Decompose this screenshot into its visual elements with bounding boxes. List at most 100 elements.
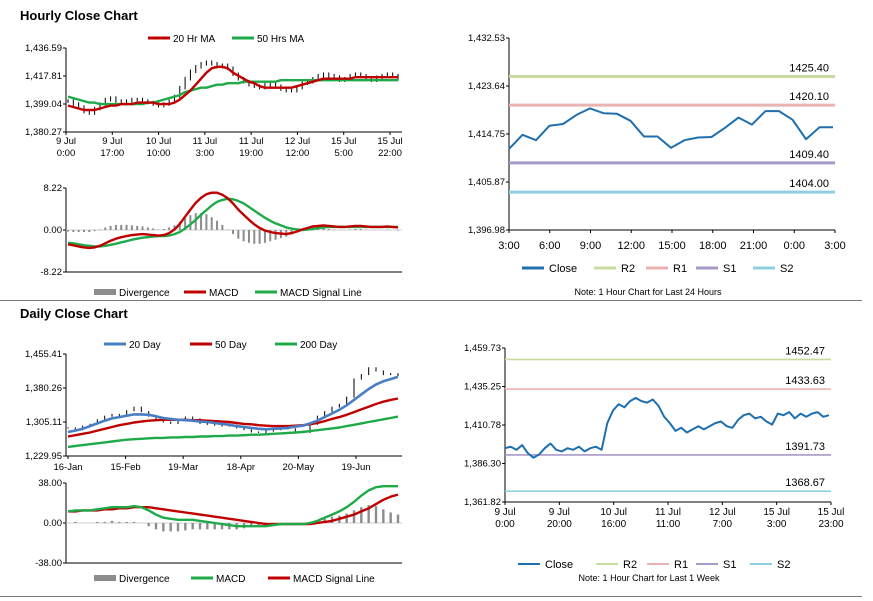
daily-pivot-x-label-date: 9 Jul	[494, 507, 515, 518]
hourly-pivot-x-label: 18:00	[699, 240, 727, 252]
hourly-pivot-legend-close: Close	[549, 263, 577, 275]
daily-pivot-level-label-s2: 1368.67	[785, 477, 825, 489]
daily-price-y-tick-label: 1,380.26	[25, 383, 62, 394]
hourly-close-chart-title: Hourly Close Chart	[20, 8, 138, 23]
daily-pivot-x-label-date: 10 Jul	[600, 507, 627, 518]
hourly-price-y-tick-label: 1,417.81	[25, 71, 62, 82]
hourly-legend-50hrs-ma: 50 Hrs MA	[257, 34, 305, 45]
hourly-price-y-tick-label: 1,399.04	[25, 99, 62, 110]
hourly-price-x-label-time: 12:00	[286, 148, 310, 159]
daily-legend-divergence-swatch	[94, 575, 116, 581]
daily-macd-y-tick-label: 0.00	[44, 518, 63, 529]
daily-legend-divergence: Divergence	[119, 574, 170, 585]
hourly-pivot-x-label: 9:00	[580, 240, 601, 252]
hourly-legend-signal-line: MACD Signal Line	[280, 288, 362, 299]
hourly-pivot-legend-s1: S1	[723, 263, 736, 275]
daily-pivot-y-tick-label: 1,361.82	[464, 497, 501, 508]
hourly-price-x-label-date: 10 Jul	[146, 136, 171, 147]
daily-pivot-legend-s1: S1	[723, 559, 736, 571]
daily-pivot-x-label-time: 11:00	[656, 519, 681, 530]
hourly-price-x-label-time: 10:00	[147, 148, 171, 159]
hourly-pivot-y-tick-label: 1,396.98	[468, 225, 505, 236]
hourly-legend-divergence: Divergence	[119, 288, 170, 299]
hourly-price-x-label-date: 15 Jul	[331, 136, 356, 147]
daily-pivot-x-label-time: 23:00	[818, 519, 843, 530]
daily-price-y-tick-label: 1,455.41	[25, 349, 62, 360]
daily-price-y-tick-label: 1,229.95	[25, 451, 62, 462]
hourly-pivot-legend-r2: R2	[621, 263, 635, 275]
hourly-price-x-label-time: 17:00	[100, 148, 124, 159]
hourly-macd-y-tick-label: 0.00	[44, 225, 63, 236]
hourly-price-x-label-time: 5:00	[334, 148, 353, 159]
daily-pivot-note: Note: 1 Hour Chart for Last 1 Week	[579, 573, 720, 583]
hourly-price-x-label-time: 0:00	[57, 148, 76, 159]
hourly-pivot-level-label-s2: 1404.00	[789, 178, 829, 190]
hourly-price-x-label-date: 9 Jul	[102, 136, 122, 147]
daily-price-x-label: 20-May	[283, 462, 315, 473]
daily-macd-y-tick-label: -38.00	[35, 558, 62, 569]
daily-ma200-line	[67, 415, 399, 449]
hourly-macd-line	[67, 191, 399, 250]
hourly-pivot-x-label: 12:00	[617, 240, 645, 252]
hourly-price-x-label-time: 22:00	[378, 148, 402, 159]
hourly-pivot-legend-s2: S2	[780, 263, 793, 275]
hourly-pivot-y-tick-label: 1,414.75	[468, 129, 505, 140]
daily-legend-50-day: 50 Day	[215, 340, 247, 351]
daily-price-x-label: 15-Feb	[111, 462, 141, 473]
daily-pivot-legend-s2: S2	[777, 559, 790, 571]
hourly-macd-y-tick-label: -8.22	[40, 267, 62, 278]
daily-pivot-x-label-date: 11 Jul	[655, 507, 681, 518]
daily-pivot-level-label-s1: 1391.73	[785, 441, 825, 453]
hourly-pivot-x-label: 3:00	[498, 240, 519, 252]
hourly-pivot-y-tick-label: 1,423.64	[468, 81, 505, 92]
hourly-legend-20hr-ma: 20 Hr MA	[173, 34, 216, 45]
hourly-pivot-x-label: 21:00	[740, 240, 768, 252]
hourly-pivot-x-label: 6:00	[539, 240, 560, 252]
daily-pivot-level-label-r1: 1433.63	[785, 375, 825, 387]
daily-price-x-label: 19-Jun	[341, 462, 370, 473]
daily-pivot-x-label-date: 12 Jul	[709, 507, 736, 518]
daily-legend-signal-line: MACD Signal Line	[293, 574, 375, 585]
hourly-pivot-y-tick-label: 1,405.87	[468, 177, 505, 188]
hourly-legend-macd: MACD	[209, 288, 238, 299]
daily-price-x-label: 16-Jan	[53, 462, 82, 473]
hourly-ma20-line	[67, 65, 398, 112]
hourly-pivot-x-label: 3:00	[824, 240, 845, 252]
daily-pivot-close-line	[504, 396, 830, 459]
daily-pivot-x-label-date: 15 Jul	[818, 507, 845, 518]
hourly-price-x-label-date: 11 Jul	[239, 136, 264, 147]
daily-pivot-x-label-time: 7:00	[713, 519, 733, 530]
daily-price-y-tick-label: 1,305.11	[26, 417, 62, 428]
hourly-macd-y-tick-label: 8.22	[44, 183, 63, 194]
hourly-price-x-label-date: 11 Jul	[193, 136, 218, 147]
daily-pivot-legend-r2: R2	[623, 559, 637, 571]
daily-price-x-label: 19-Mar	[168, 462, 198, 473]
hourly-legend-divergence-swatch	[94, 289, 116, 295]
daily-pivot-y-tick-label: 1,435.25	[464, 382, 501, 393]
daily-legend-200-day: 200 Day	[300, 340, 337, 351]
hourly-price-y-tick-label: 1,436.59	[25, 43, 62, 54]
daily-pivot-legend-close: Close	[545, 559, 573, 571]
hourly-price-x-label-time: 3:00	[196, 148, 215, 159]
daily-pivot-x-label-time: 3:00	[767, 519, 787, 530]
hourly-price-y-tick-label: 1,380.27	[25, 127, 62, 138]
hourly-pivot-note: Note: 1 Hour Chart for Last 24 Hours	[574, 287, 722, 297]
hourly-ma50-line	[67, 78, 398, 106]
hourly-price-x-label-date: 9 Jul	[56, 136, 76, 147]
daily-signal-line	[68, 493, 399, 526]
hourly-pivot-x-label: 0:00	[784, 240, 805, 252]
daily-legend-20-day: 20 Day	[129, 340, 161, 351]
daily-pivot-y-tick-label: 1,410.78	[464, 420, 501, 431]
daily-pivot-legend-r1: R1	[674, 559, 688, 571]
hourly-pivot-x-label: 15:00	[658, 240, 686, 252]
daily-pivot-x-label-date: 15 Jul	[763, 507, 790, 518]
daily-pivot-x-label-time: 20:00	[547, 519, 572, 530]
hourly-pivot-level-label-r2: 1425.40	[789, 63, 829, 75]
bottom-divider	[0, 596, 862, 597]
hourly-pivot-level-label-s1: 1409.40	[789, 149, 829, 161]
hourly-price-x-label-date: 15 Jul	[377, 136, 402, 147]
daily-pivot-x-label-date: 9 Jul	[549, 507, 570, 518]
hourly-pivot-y-tick-label: 1,432.53	[468, 33, 505, 44]
daily-macd-line	[67, 485, 398, 528]
